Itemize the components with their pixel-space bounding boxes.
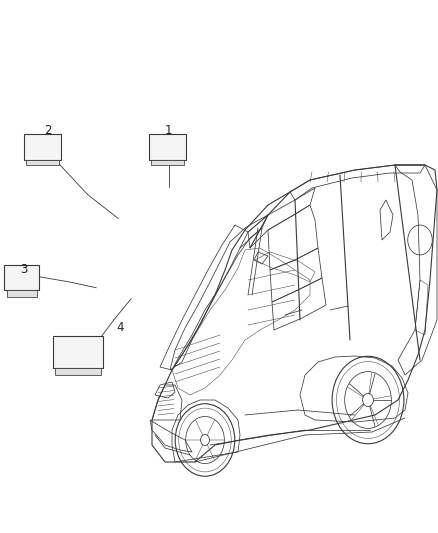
FancyBboxPatch shape [4, 265, 39, 290]
Polygon shape [151, 160, 184, 165]
Text: 2: 2 [44, 124, 52, 137]
FancyBboxPatch shape [53, 336, 103, 368]
Text: 1: 1 [165, 124, 173, 137]
Polygon shape [55, 368, 101, 375]
Polygon shape [7, 290, 37, 297]
Text: 4: 4 [117, 321, 124, 334]
Text: 3: 3 [21, 263, 28, 276]
FancyBboxPatch shape [149, 134, 186, 160]
Polygon shape [26, 160, 59, 165]
FancyBboxPatch shape [24, 134, 61, 160]
